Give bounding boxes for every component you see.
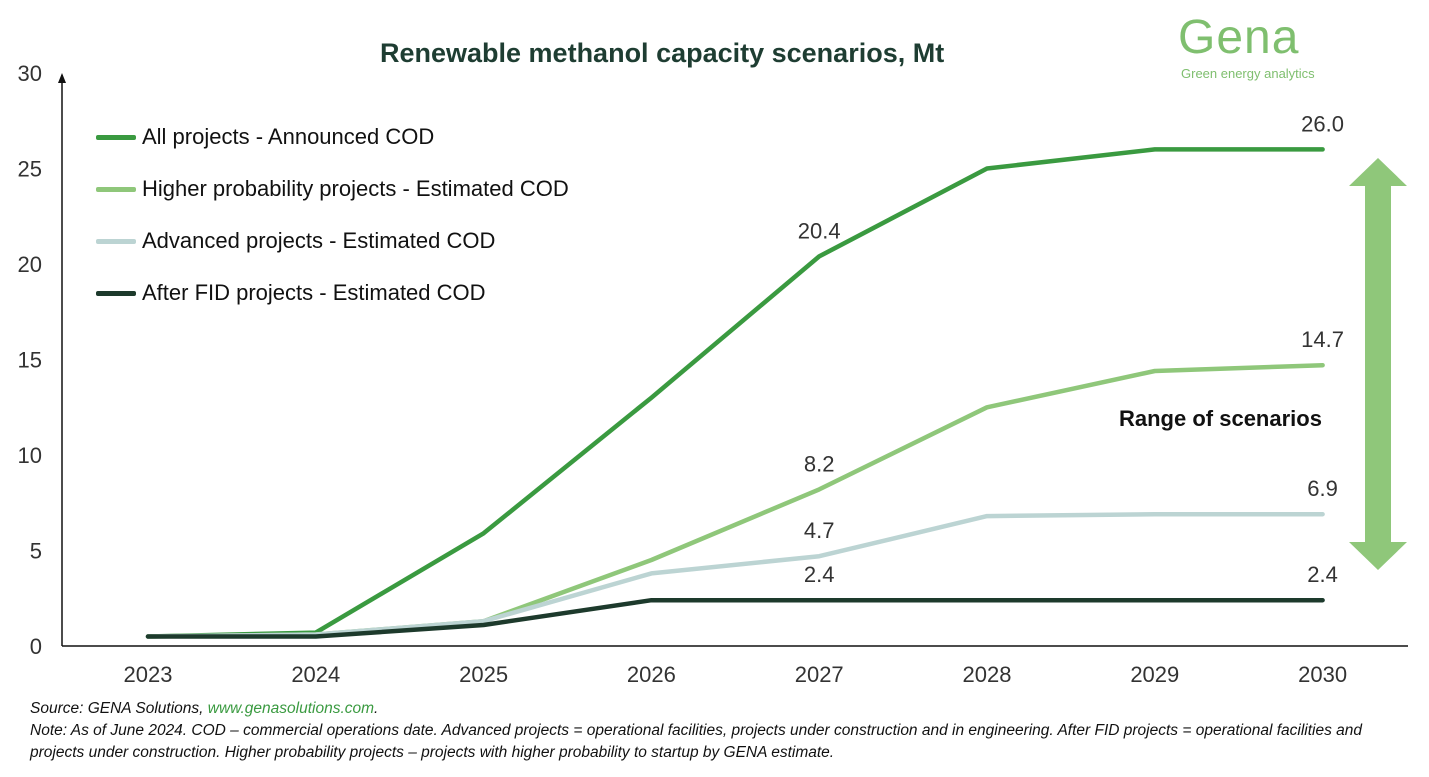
y-axis-arrowhead [58, 73, 66, 83]
double-arrow [1349, 158, 1407, 570]
data-label: 8.2 [804, 451, 835, 476]
data-label: 2.4 [1307, 562, 1338, 587]
x-tick-label: 2026 [627, 662, 676, 687]
x-tick-label: 2029 [1130, 662, 1179, 687]
data-label: 20.4 [798, 218, 841, 243]
range-arrow [1349, 158, 1407, 570]
y-tick-label: 20 [18, 252, 42, 277]
logo-tagline: Green energy analytics [1181, 66, 1315, 81]
source-link[interactable]: www.genasolutions.com [207, 700, 375, 717]
legend-swatch [96, 239, 136, 244]
x-tick-label: 2023 [124, 662, 173, 687]
series-line [145, 147, 1325, 639]
range-of-scenarios-label: Range of scenarios [1119, 406, 1322, 431]
data-label: 26.0 [1301, 111, 1344, 136]
footer-notes: Source: GENA Solutions, www.genasolution… [30, 698, 1420, 764]
legend-label: All projects - Announced COD [142, 124, 435, 149]
data-label: 4.7 [804, 518, 835, 543]
x-tick-label: 2027 [795, 662, 844, 687]
x-tick-label: 2024 [291, 662, 340, 687]
data-labels: 20.4 26.0 8.2 14.7 4.7 6.9 2.4 2.4 [798, 111, 1344, 587]
note-text: Note: As of June 2024. COD – commercial … [30, 722, 1363, 761]
series-line [145, 597, 1325, 639]
legend-label: After FID projects - Estimated COD [142, 280, 486, 305]
data-label: 6.9 [1307, 476, 1338, 501]
legend-label: Higher probability projects - Estimated … [142, 176, 569, 201]
x-tick-label: 2028 [963, 662, 1012, 687]
x-tick-label: 2025 [459, 662, 508, 687]
legend-swatch [96, 291, 136, 296]
data-label: 14.7 [1301, 327, 1344, 352]
y-tick-label: 25 [18, 157, 42, 182]
source-prefix: Source: GENA Solutions, [30, 700, 208, 717]
source-line: Source: GENA Solutions, www.genasolution… [30, 698, 1420, 720]
legend-swatch [96, 135, 136, 140]
source-suffix: . [374, 700, 379, 717]
data-label: 2.4 [804, 562, 835, 587]
series-lines [145, 147, 1325, 639]
y-tick-label: 5 [30, 539, 42, 564]
y-tick-label: 0 [30, 634, 42, 659]
x-tick-label: 2030 [1298, 662, 1347, 687]
y-tick-label: 15 [18, 348, 42, 373]
legend-label: Advanced projects - Estimated COD [142, 228, 496, 253]
legend-swatch [96, 187, 136, 192]
chart-title: Renewable methanol capacity scenarios, M… [380, 38, 945, 68]
y-tick-label: 10 [18, 443, 42, 468]
y-tick-label: 30 [18, 61, 42, 86]
logo-wordmark: Gena [1178, 11, 1300, 64]
series-line [145, 511, 1325, 639]
